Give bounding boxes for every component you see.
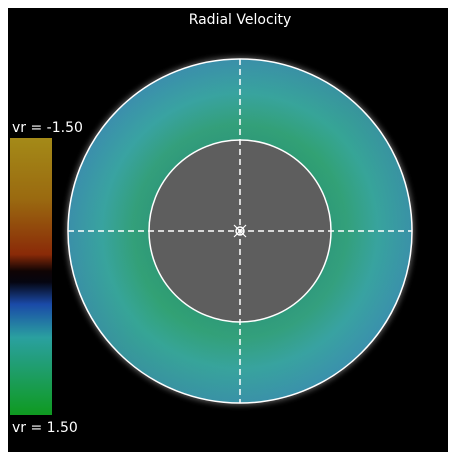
visualization: Radial Velocity vr = -1.50 vr = 1.50 [0, 0, 455, 459]
colorbar-top-label: vr = -1.50 [12, 120, 83, 136]
title: Radial Velocity [189, 12, 292, 28]
colorbar-bottom-label: vr = 1.50 [12, 420, 78, 436]
page: Radial Velocity vr = -1.50 vr = 1.50 (()… [0, 0, 455, 459]
colorbar [10, 138, 52, 415]
